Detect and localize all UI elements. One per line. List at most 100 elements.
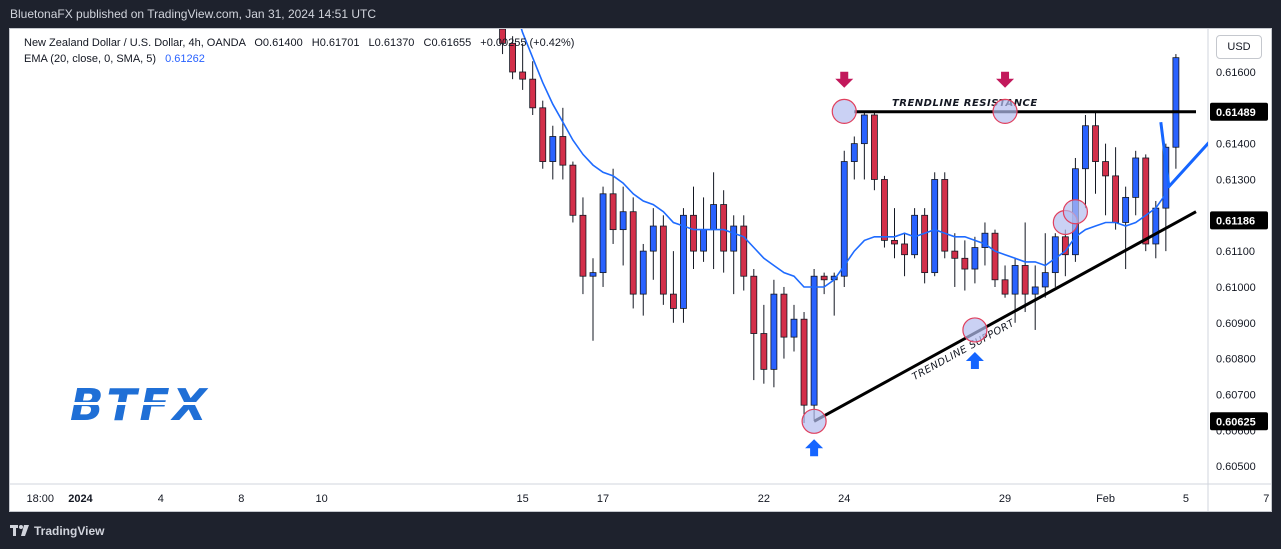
candle-body: [840, 161, 848, 277]
candle: [911, 208, 918, 259]
candle: [881, 175, 888, 248]
candle: [871, 111, 878, 191]
candle-body: [750, 275, 758, 334]
candle-body: [951, 250, 959, 259]
touch-point-circle: [962, 317, 988, 343]
price-axis: 0.605000.606000.607000.608000.609000.610…: [1216, 67, 1256, 473]
btfx-watermark-text: BTFX: [70, 380, 210, 431]
candle-body: [760, 333, 768, 370]
time-tick-label: Feb: [1096, 493, 1115, 505]
up-arrow-icon: [965, 351, 984, 369]
time-axis: 18:00 2024 4 8 10 15 17 22 24 29 Feb 5 7: [26, 493, 1269, 505]
candle-body: [790, 318, 798, 338]
candle: [810, 269, 818, 420]
candle-body: [1011, 265, 1019, 295]
time-tick-label: 7: [1263, 493, 1269, 505]
candle-body: [629, 211, 637, 295]
candle-body: [871, 114, 878, 180]
candle-body: [931, 179, 939, 274]
candle: [1031, 265, 1039, 330]
candle-body: [921, 214, 929, 274]
candle-body: [810, 275, 818, 406]
candle-body: [1082, 125, 1089, 170]
candle-body: [1051, 236, 1059, 274]
candle-body: [519, 71, 527, 80]
legend-open: O0.61400: [254, 37, 303, 49]
time-tick-label: 29: [999, 493, 1011, 505]
candle-body: [1122, 196, 1130, 223]
candle: [1092, 111, 1099, 194]
currency-button[interactable]: USD: [1216, 35, 1262, 59]
candle-body: [509, 42, 517, 73]
candle-body: [1041, 272, 1049, 288]
candle: [569, 161, 577, 223]
candle-body: [991, 232, 999, 281]
legend-symbol-line: New Zealand Dollar / U.S. Dollar, 4h, OA…: [24, 37, 574, 49]
candle-body: [549, 136, 557, 162]
candle-body: [901, 243, 908, 256]
candle: [730, 215, 738, 295]
candle: [931, 172, 939, 277]
down-arrow-icon: [996, 71, 1015, 88]
candle: [599, 186, 607, 287]
candle: [529, 61, 537, 115]
candle-body: [981, 232, 989, 248]
candle: [1112, 147, 1119, 230]
candle-body: [881, 179, 888, 241]
candle-body: [740, 225, 748, 277]
publish-header: BluetonaFX published on TradingView.com,…: [0, 0, 1281, 28]
candle: [710, 172, 717, 270]
trendline-resistance-label: TRENDLINE RESISTANCE: [892, 98, 1038, 109]
candle-body: [589, 272, 597, 277]
price-label-box: [1210, 412, 1268, 431]
candle: [770, 279, 778, 388]
candle-body: [559, 136, 567, 166]
price-label-text: 0.61489: [1216, 107, 1256, 119]
time-tick-label: 10: [316, 493, 328, 505]
projection-arrow-head: [1240, 77, 1268, 104]
touch-point-circle: [992, 98, 1018, 125]
candle-body: [1001, 279, 1009, 295]
candle-body: [1152, 207, 1160, 245]
candle-body: [499, 29, 506, 44]
candle-body: [609, 193, 617, 231]
candle: [901, 233, 908, 277]
candle-body: [780, 293, 788, 338]
touch-point-circle: [801, 408, 827, 434]
legend-change: +0.00255 (+0.42%): [480, 37, 575, 49]
btfx-watermark-stripe: [70, 402, 260, 405]
candle-body: [1031, 286, 1039, 295]
candle-body: [971, 247, 979, 270]
candle-body: [670, 293, 677, 309]
candle: [549, 125, 557, 180]
candle: [961, 240, 969, 291]
price-label-box: [1210, 102, 1268, 121]
candle-body: [1102, 161, 1109, 177]
candle-body: [941, 179, 949, 252]
tradingview-brand: TradingView: [34, 524, 105, 538]
candlestick-chart[interactable]: BTFX 0.605000.606000.607000.608000.609000…: [10, 29, 1271, 511]
time-tick-label: 17: [597, 493, 609, 505]
candle-body: [619, 211, 627, 231]
candle-body: [700, 229, 707, 252]
time-tick-label: 8: [238, 493, 244, 505]
time-tick-label: 22: [758, 493, 770, 505]
candle: [519, 43, 527, 90]
price-label-text: 0.61186: [1216, 215, 1255, 227]
legend-ema-label: EMA (20, close, 0, SMA, 5): [24, 53, 157, 65]
candle-body: [860, 114, 868, 145]
candle-body: [579, 214, 587, 277]
price-tick-label: 0.60900: [1216, 318, 1256, 330]
candle: [951, 233, 959, 287]
candle-body: [1142, 157, 1150, 245]
price-label-text: 0.60625: [1216, 416, 1256, 428]
candle: [1082, 114, 1089, 209]
candle: [1142, 154, 1150, 252]
candle-body: [911, 214, 918, 256]
candle: [991, 229, 999, 287]
chart-area[interactable]: BTFX 0.60500 0.60600 0.60700 0.60800 0.60900 0…: [9, 28, 1272, 512]
touch-point-circle: [831, 98, 857, 125]
candle-body: [1172, 57, 1180, 148]
legend-high: H0.61701: [311, 37, 360, 49]
candle: [941, 172, 949, 259]
